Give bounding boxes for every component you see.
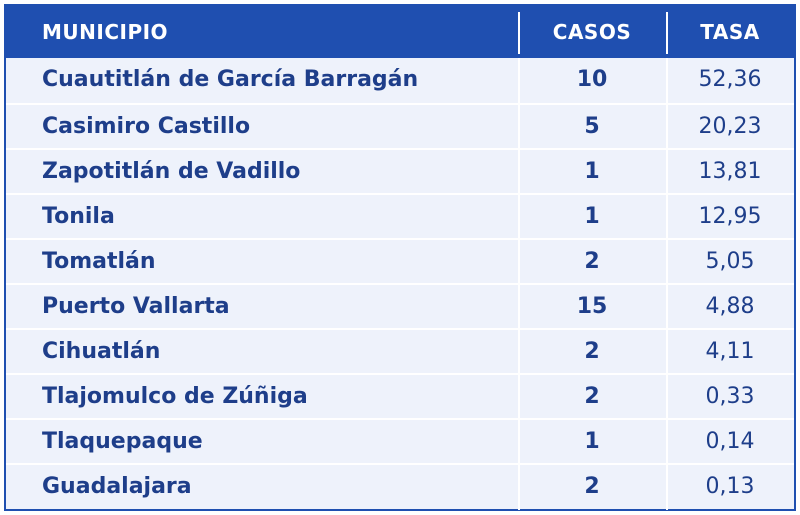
cell-tasa: 0,14	[705, 429, 755, 454]
header-tasa: TASA	[700, 20, 760, 44]
cell-casos: 2	[584, 249, 600, 274]
cell-municipio: Casimiro Castillo	[42, 114, 251, 139]
table-row: Tonila 1 12,95	[6, 193, 794, 240]
cell-municipio: Cuautitlán de García Barragán	[42, 67, 419, 92]
cell-casos: 1	[584, 204, 600, 229]
column-divider	[518, 195, 520, 240]
cases-table: MUNICIPIO CASOS TASA Cuautitlán de Garcí…	[4, 4, 796, 511]
cell-casos: 5	[584, 114, 600, 139]
table-row: Cihuatlán 2 4,11	[6, 328, 794, 375]
cell-municipio: Tonila	[42, 204, 115, 229]
column-divider	[518, 58, 520, 103]
cell-casos: 1	[584, 429, 600, 454]
cell-municipio: Tlajomulco de Zúñiga	[42, 384, 308, 409]
header-municipio: MUNICIPIO	[42, 20, 169, 44]
cell-tasa: 0,13	[705, 474, 755, 499]
table-row: Cuautitlán de García Barragán 10 52,36	[6, 58, 794, 103]
cell-tasa: 5,05	[705, 249, 755, 274]
column-divider	[666, 330, 668, 375]
cell-casos: 1	[584, 159, 600, 184]
cell-municipio: Tomatlán	[42, 249, 156, 274]
cell-municipio: Puerto Vallarta	[42, 294, 230, 319]
table-row: Casimiro Castillo 5 20,23	[6, 103, 794, 150]
cell-tasa: 52,36	[698, 67, 762, 92]
column-divider	[666, 58, 668, 103]
cell-tasa: 4,88	[705, 294, 755, 319]
cell-casos: 2	[584, 384, 600, 409]
column-divider	[666, 105, 668, 150]
column-divider	[518, 330, 520, 375]
cell-tasa: 13,81	[698, 159, 762, 184]
table-row: Tlaquepaque 1 0,14	[6, 418, 794, 465]
table-header: MUNICIPIO CASOS TASA	[6, 6, 794, 58]
column-divider	[518, 150, 520, 195]
column-divider	[666, 465, 668, 510]
table-row: Guadalajara 2 0,13	[6, 463, 794, 510]
column-divider	[666, 420, 668, 465]
column-divider	[666, 150, 668, 195]
table-row: Zapotitlán de Vadillo 1 13,81	[6, 148, 794, 195]
cell-casos: 15	[576, 294, 608, 319]
column-divider	[666, 195, 668, 240]
cell-municipio: Zapotitlán de Vadillo	[42, 159, 301, 184]
column-divider	[518, 105, 520, 150]
cell-tasa: 20,23	[698, 114, 762, 139]
header-divider	[666, 12, 668, 54]
cell-municipio: Cihuatlán	[42, 339, 161, 364]
cell-tasa: 0,33	[705, 384, 755, 409]
cell-municipio: Tlaquepaque	[42, 429, 203, 454]
cell-tasa: 12,95	[698, 204, 762, 229]
header-casos: CASOS	[552, 20, 632, 44]
column-divider	[666, 375, 668, 420]
header-divider	[518, 12, 520, 54]
cell-casos: 2	[584, 339, 600, 364]
column-divider	[518, 285, 520, 330]
column-divider	[666, 240, 668, 285]
table-row: Puerto Vallarta 15 4,88	[6, 283, 794, 330]
table-body: Cuautitlán de García Barragán 10 52,36 C…	[6, 58, 794, 510]
column-divider	[518, 240, 520, 285]
table-row: Tlajomulco de Zúñiga 2 0,33	[6, 373, 794, 420]
column-divider	[518, 465, 520, 510]
column-divider	[518, 375, 520, 420]
cell-tasa: 4,11	[705, 339, 755, 364]
column-divider	[518, 420, 520, 465]
column-divider	[666, 285, 668, 330]
table-row: Tomatlán 2 5,05	[6, 238, 794, 285]
cell-casos: 2	[584, 474, 600, 499]
cell-casos: 10	[576, 67, 608, 92]
cell-municipio: Guadalajara	[42, 474, 192, 499]
